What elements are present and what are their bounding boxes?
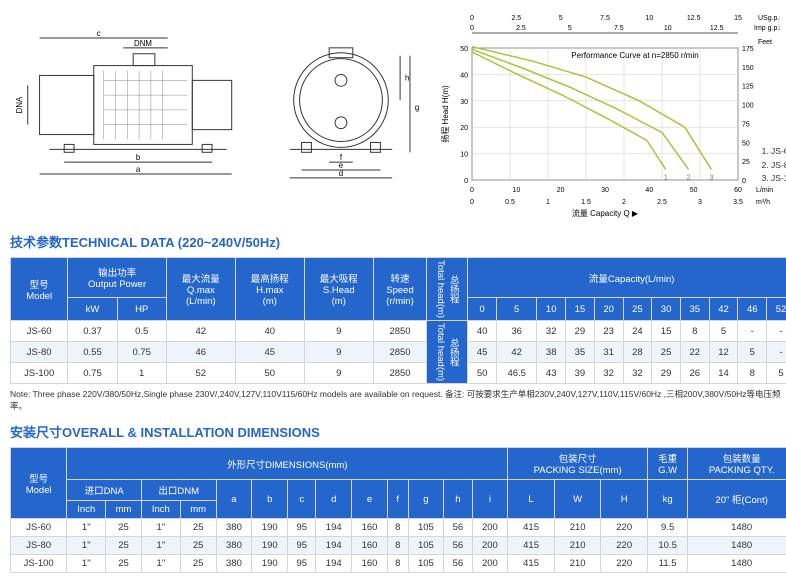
svg-text:12.5: 12.5 — [687, 15, 701, 22]
svg-text:5: 5 — [559, 15, 563, 22]
svg-text:30: 30 — [460, 99, 468, 106]
dims-title: 安装尺寸OVERALL & INSTALLATION DIMENSIONS — [10, 422, 786, 441]
tech-title: 技术参数TECHNICAL DATA (220~240V/50Hz) — [10, 232, 786, 251]
svg-text:m³/h: m³/h — [756, 199, 770, 206]
svg-text:L/min: L/min — [756, 187, 773, 194]
svg-text:60: 60 — [734, 187, 742, 194]
engineering-drawings: cDNMDNAba hgfed — [10, 10, 420, 200]
svg-text:Feet: Feet — [758, 39, 772, 46]
svg-text:15: 15 — [734, 15, 742, 22]
svg-text:流量 Capacity Q ▶: 流量 Capacity Q ▶ — [572, 208, 639, 218]
svg-text:c: c — [97, 29, 101, 38]
svg-text:DNM: DNM — [134, 39, 152, 48]
svg-text:150: 150 — [742, 65, 754, 72]
svg-text:2: 2 — [622, 199, 626, 206]
svg-text:0: 0 — [742, 178, 746, 185]
svg-text:40: 40 — [645, 187, 653, 194]
svg-text:2.5: 2.5 — [511, 15, 521, 22]
svg-text:0: 0 — [470, 199, 474, 206]
svg-text:7.5: 7.5 — [600, 15, 610, 22]
performance-chart: 02.557.51012.515USg.p.m02.557.51012.5Imp… — [430, 10, 786, 220]
svg-text:1: 1 — [664, 174, 668, 181]
svg-text:10: 10 — [512, 187, 520, 194]
svg-text:50: 50 — [742, 140, 750, 147]
dims-table: 型号 Model 外形尺寸DIMENSIONS(mm) 包装尺寸 PACKING… — [10, 447, 786, 573]
svg-text:DNA: DNA — [15, 96, 24, 113]
svg-text:7.5: 7.5 — [614, 25, 624, 32]
svg-text:3: 3 — [698, 199, 702, 206]
svg-text:50: 50 — [460, 46, 468, 53]
svg-text:100: 100 — [742, 103, 754, 110]
svg-text:30: 30 — [601, 187, 609, 194]
svg-text:USg.p.m: USg.p.m — [758, 15, 780, 22]
svg-text:1: 1 — [546, 199, 550, 206]
svg-text:0.5: 0.5 — [505, 199, 515, 206]
svg-text:3.5: 3.5 — [733, 199, 743, 206]
svg-text:2.5: 2.5 — [657, 199, 667, 206]
svg-text:3: 3 — [709, 174, 713, 181]
svg-text:25: 25 — [742, 159, 750, 166]
svg-text:h: h — [405, 73, 409, 82]
tech-note: Note: Three phase 220V/380/50Hz,Single p… — [10, 388, 786, 412]
svg-text:50: 50 — [690, 187, 698, 194]
svg-text:2.5: 2.5 — [516, 25, 526, 32]
svg-text:扬程 Head H(m): 扬程 Head H(m) — [440, 85, 450, 143]
svg-text:5: 5 — [568, 25, 572, 32]
svg-text:10: 10 — [664, 25, 672, 32]
svg-text:0: 0 — [470, 25, 474, 32]
svg-text:a: a — [136, 165, 141, 174]
svg-text:75: 75 — [742, 121, 750, 128]
tech-table: 型号 Model 输出功率 Output Power 最大流量 Q.max (L… — [10, 257, 786, 384]
svg-text:g: g — [415, 103, 419, 112]
svg-text:1.5: 1.5 — [581, 199, 591, 206]
svg-text:2: 2 — [687, 174, 691, 181]
top-row: cDNMDNAba hgfed 02.557.51012.515USg.p.m0… — [10, 10, 786, 220]
svg-text:175: 175 — [742, 46, 754, 53]
svg-text:10: 10 — [460, 152, 468, 159]
svg-text:0: 0 — [470, 15, 474, 22]
svg-text:0: 0 — [464, 178, 468, 185]
svg-text:10: 10 — [645, 15, 653, 22]
svg-text:d: d — [339, 169, 343, 178]
svg-text:Imp g.p.m.: Imp g.p.m. — [754, 25, 780, 32]
svg-text:0: 0 — [470, 187, 474, 194]
svg-text:Performance Curve at n=2850 r/: Performance Curve at n=2850 r/min — [571, 51, 698, 60]
svg-text:125: 125 — [742, 84, 754, 91]
svg-text:b: b — [136, 153, 141, 162]
svg-text:20: 20 — [557, 187, 565, 194]
svg-text:12.5: 12.5 — [710, 25, 724, 32]
svg-text:20: 20 — [460, 125, 468, 132]
svg-text:40: 40 — [460, 72, 468, 79]
